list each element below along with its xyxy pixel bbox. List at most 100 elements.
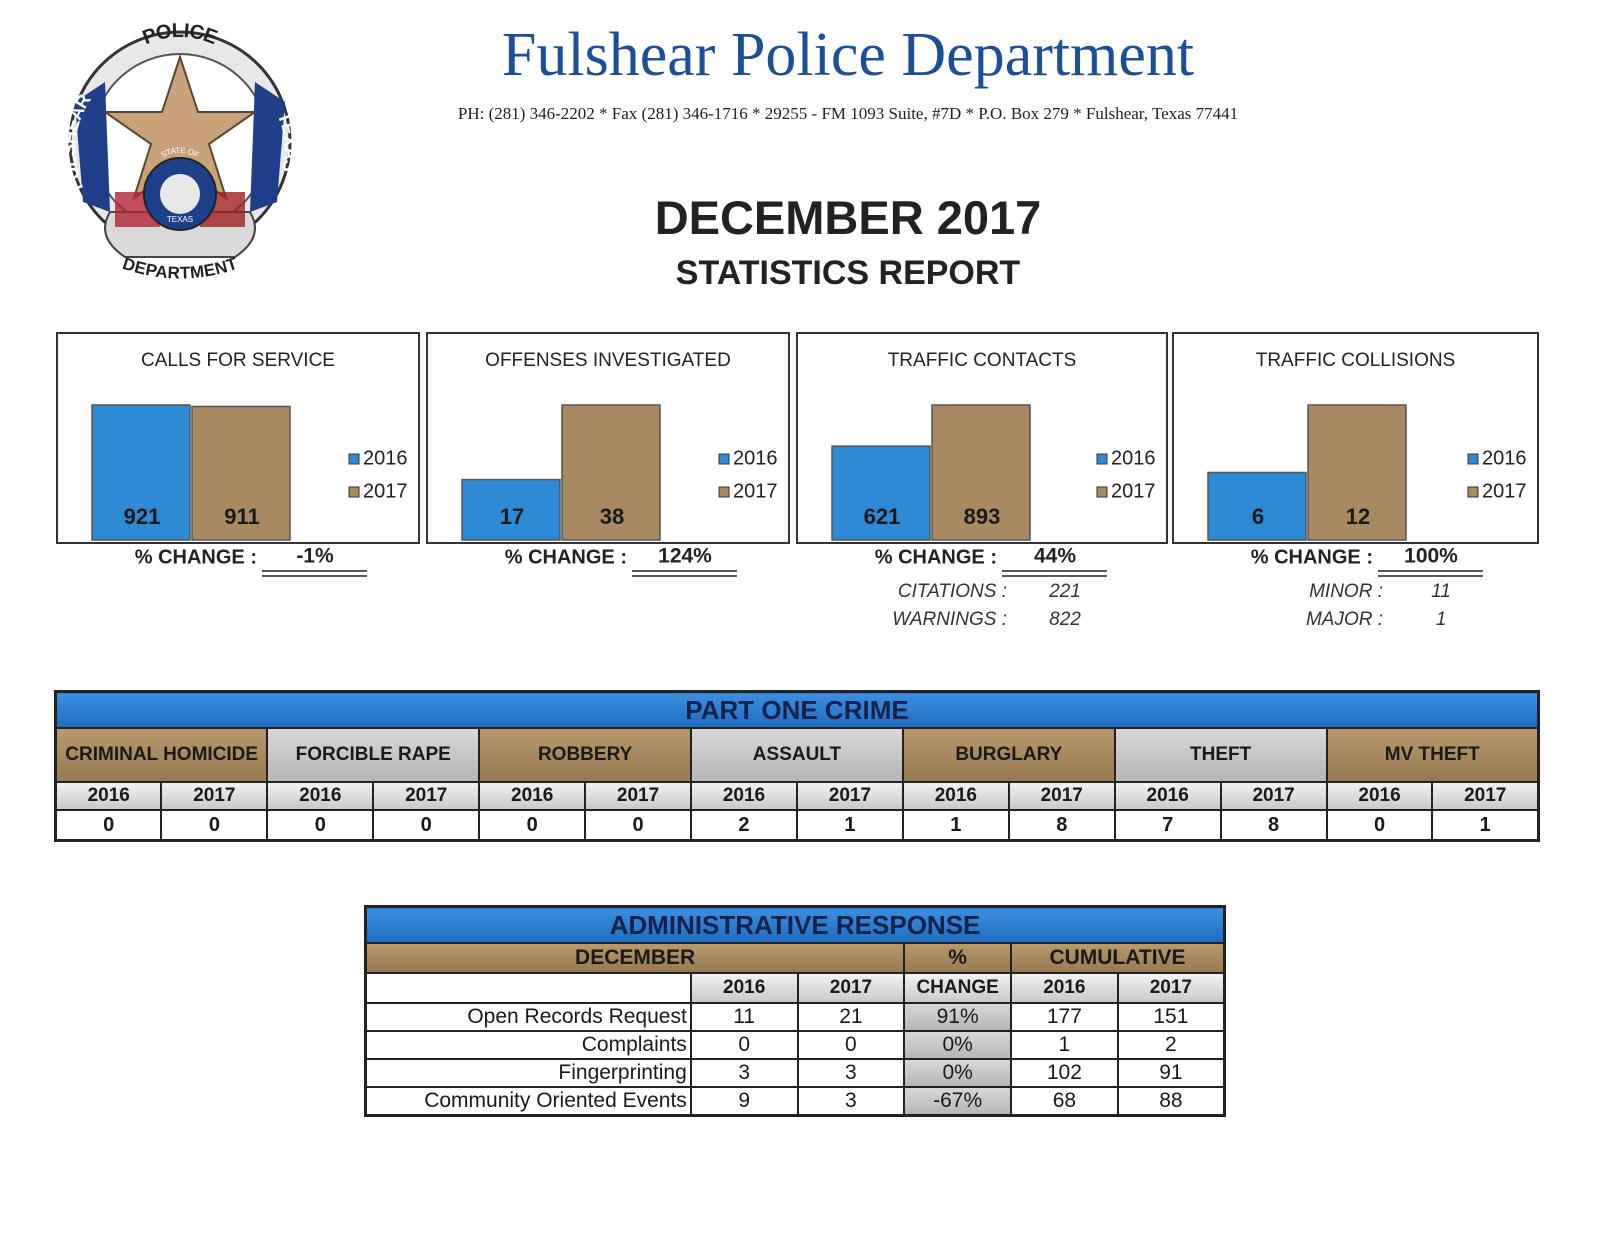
legend-label: 2017 bbox=[363, 480, 408, 502]
table-row: ADMINISTRATIVE RESPONSE bbox=[364, 905, 1226, 944]
row-value: 0% bbox=[903, 1058, 1012, 1088]
table-row: Complaints 0 0 0% 1 2 bbox=[364, 1030, 1226, 1060]
chart-title: TRAFFIC COLLISIONS bbox=[1256, 350, 1456, 371]
change-label: % CHANGE : bbox=[135, 546, 257, 568]
legend-label: 2016 bbox=[733, 447, 778, 469]
crime-category: BURGLARY bbox=[901, 727, 1116, 783]
crime-value: 8 bbox=[1219, 809, 1328, 842]
table-row: Fingerprinting 3 3 0% 102 91 bbox=[364, 1058, 1226, 1088]
year-header: 2016 bbox=[1113, 781, 1222, 811]
crime-value: 1 bbox=[901, 809, 1010, 842]
legend-label: 2016 bbox=[363, 447, 408, 469]
logo-seal-bottom: TEXAS bbox=[167, 215, 193, 224]
row-label: Fingerprinting bbox=[364, 1058, 692, 1088]
crime-category: MV THEFT bbox=[1325, 727, 1540, 783]
report-title: DECEMBER 2017 bbox=[654, 191, 1042, 244]
blank-cell bbox=[364, 972, 692, 1004]
chart-title: TRAFFIC CONTACTS bbox=[888, 350, 1077, 371]
table-row: Open Records Request 11 21 91% 177 151 bbox=[364, 1002, 1226, 1032]
bar-value-label: 38 bbox=[600, 504, 624, 529]
crime-value: 2 bbox=[690, 809, 798, 842]
sub-header: 2017 bbox=[1116, 972, 1226, 1004]
row-value: 102 bbox=[1010, 1058, 1119, 1088]
legend-swatch bbox=[1467, 453, 1479, 465]
year-header: 2017 bbox=[584, 781, 693, 811]
detail-value: 11 bbox=[1431, 581, 1451, 602]
chart-title: OFFENSES INVESTIGATED bbox=[485, 350, 731, 371]
crime-table: PART ONE CRIME CRIMINAL HOMICIDE FORCIBLE … bbox=[54, 690, 1540, 842]
group-header: CUMULATIVE bbox=[1010, 942, 1226, 974]
year-header: 2016 bbox=[478, 781, 587, 811]
report-subtitle: STATISTICS REPORT bbox=[675, 254, 1021, 292]
bar-value-label: 921 bbox=[124, 504, 161, 529]
table-row: DECEMBER% CUMULATIVE bbox=[364, 942, 1226, 974]
group-header: % bbox=[903, 942, 1012, 974]
sub-header: 2016 bbox=[1010, 972, 1119, 1004]
detail-value: 221 bbox=[1048, 581, 1081, 602]
detail-value: 1 bbox=[1436, 609, 1447, 630]
year-header: 2017 bbox=[372, 781, 481, 811]
row-label: Complaints bbox=[364, 1030, 692, 1060]
charts: CALLS FOR SERVICE 921 2016 911 2017 % CHANGE … bbox=[56, 332, 1539, 630]
detail-label: CITATIONS : bbox=[898, 581, 1007, 602]
row-value: 2 bbox=[1116, 1030, 1226, 1060]
crime-value: 0 bbox=[160, 809, 269, 842]
change-label: % CHANGE : bbox=[1251, 546, 1373, 568]
year-header: 2017 bbox=[1431, 781, 1540, 811]
row-value: 91% bbox=[903, 1002, 1012, 1032]
table-row: 2016 2017 CHANGE 2016 2017 bbox=[364, 972, 1226, 1004]
bar bbox=[831, 445, 931, 541]
sub-header: CHANGE bbox=[903, 972, 1012, 1004]
change-value: -1% bbox=[296, 545, 334, 568]
year-header: 2016 bbox=[54, 781, 163, 811]
chart-title: CALLS FOR SERVICE bbox=[141, 350, 335, 371]
bar-value-label: 12 bbox=[1346, 504, 1370, 529]
crime-value: 0 bbox=[478, 809, 587, 842]
legend-label: 2017 bbox=[1482, 480, 1527, 502]
change-value: 100% bbox=[1404, 545, 1458, 568]
row-value: 91 bbox=[1116, 1058, 1226, 1088]
seal-center bbox=[160, 174, 200, 214]
row-value: 3 bbox=[796, 1058, 906, 1088]
year-header: 2017 bbox=[1007, 781, 1116, 811]
year-header: 2016 bbox=[266, 781, 375, 811]
legend-swatch bbox=[348, 486, 360, 498]
crime-category: FORCIBLE RAPE bbox=[266, 727, 481, 783]
bar bbox=[1307, 404, 1407, 541]
legend-swatch bbox=[1467, 486, 1479, 498]
crime-value: 0 bbox=[1325, 809, 1434, 842]
bar-value-label: 17 bbox=[500, 504, 524, 529]
detail-value: 822 bbox=[1049, 609, 1081, 630]
crime-category: ROBBERY bbox=[478, 727, 693, 783]
row-label: Open Records Request bbox=[364, 1002, 692, 1032]
crime-value: 0 bbox=[372, 809, 481, 842]
row-value: 0 bbox=[689, 1030, 799, 1060]
year-header: 2017 bbox=[1219, 781, 1328, 811]
change-value: 44% bbox=[1034, 545, 1076, 568]
table-row: CRIMINAL HOMICIDE FORCIBLE RAPE ROBBERY ASS… bbox=[54, 727, 1540, 783]
row-value: 3 bbox=[796, 1086, 906, 1117]
crime-category: CRIMINAL HOMICIDE bbox=[54, 727, 269, 783]
group-header: DECEMBER bbox=[364, 942, 906, 974]
crime-category: ASSAULT bbox=[690, 727, 904, 783]
table-title: PART ONE CRIME bbox=[54, 690, 1540, 729]
contact-line: PH: (281) 346-2202 * Fax (281) 346-1716 … bbox=[457, 104, 1239, 123]
legend-swatch bbox=[348, 453, 360, 465]
year-header: 2016 bbox=[1325, 781, 1434, 811]
year-header: 2016 bbox=[690, 781, 798, 811]
crime-value: 0 bbox=[584, 809, 693, 842]
bar bbox=[191, 405, 291, 541]
bar bbox=[1207, 471, 1307, 541]
legend-label: 2017 bbox=[1111, 480, 1156, 502]
bar bbox=[931, 404, 1031, 541]
bar-value-label: 621 bbox=[864, 504, 901, 529]
row-value: 11 bbox=[689, 1002, 799, 1032]
bar-value-label: 893 bbox=[964, 504, 1001, 529]
row-value: 177 bbox=[1010, 1002, 1119, 1032]
row-value: 151 bbox=[1116, 1002, 1226, 1032]
crime-value: 7 bbox=[1113, 809, 1222, 842]
crime-value: 8 bbox=[1007, 809, 1116, 842]
table-row: 2016 2017 2016 2017 2016 2017 2016 2017 2016 2017… bbox=[54, 781, 1540, 811]
